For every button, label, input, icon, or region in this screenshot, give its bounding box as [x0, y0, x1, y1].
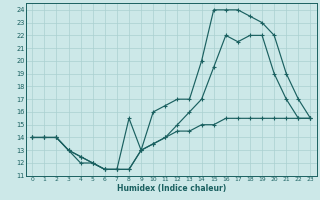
X-axis label: Humidex (Indice chaleur): Humidex (Indice chaleur)	[117, 184, 226, 193]
